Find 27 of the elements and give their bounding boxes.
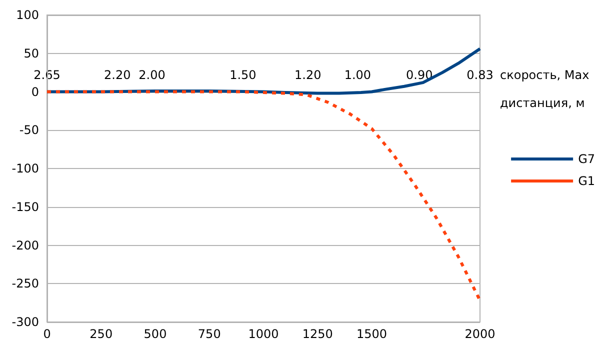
text: скорость, Мах (500, 68, 590, 82)
y-tick-label: -200 (12, 238, 39, 252)
y-tick-label: -300 (12, 315, 39, 329)
y-tick-label: 50 (24, 46, 39, 60)
text: G1 (578, 174, 596, 188)
annotation: 0.83 (466, 68, 494, 82)
y-tick-label: -100 (12, 162, 39, 176)
annotation: 2.20 (104, 68, 131, 82)
y-tick-label: 100 (16, 8, 39, 22)
x-tick-label: 1500 (356, 327, 388, 340)
y-tick-label: -250 (12, 276, 39, 291)
x-tick-label: 1000 (248, 327, 279, 340)
y-tick-label: 0 (31, 84, 39, 99)
x-tick-label: 2000 (464, 327, 496, 340)
annotation: 1.20 (294, 68, 322, 82)
x-tick-label: 0 (43, 327, 51, 340)
y-tick-label: -150 (12, 200, 39, 214)
annotation: 2.00 (138, 68, 166, 82)
annotation: 1.50 (230, 68, 256, 82)
text: G7 (578, 152, 596, 166)
x-tick-label: 1250 (302, 327, 333, 340)
annotation: 1.00 (344, 68, 372, 82)
y-tick-label: -50 (19, 123, 39, 138)
x-tick-label: 250 (90, 327, 113, 340)
x-axis-title: дистанция, м (500, 96, 585, 110)
x-tick-label: 750 (198, 327, 221, 340)
x-tick-label: 500 (144, 327, 167, 340)
